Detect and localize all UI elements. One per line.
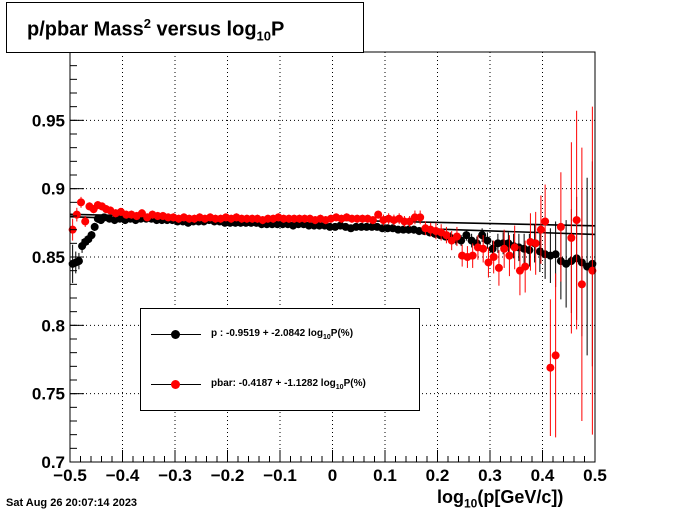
- title-mid: versus log: [150, 18, 257, 41]
- x-axis-title: log10(p[GeV/c]): [437, 487, 564, 511]
- data-point-p: [488, 244, 497, 253]
- x-tick-label: 0.3: [478, 466, 502, 485]
- data-point-pbar: [521, 262, 530, 271]
- x-tick-label: −0.3: [158, 466, 192, 485]
- data-point-pbar: [541, 217, 550, 226]
- data-point-pbar: [556, 222, 565, 231]
- x-tick-label: 0.5: [583, 466, 607, 485]
- data-point-pbar: [468, 251, 477, 260]
- data-point-pbar: [505, 251, 514, 260]
- data-point-p: [74, 257, 83, 266]
- x-tick-label: 0.4: [531, 466, 555, 485]
- legend-marker-p: [171, 330, 180, 339]
- timestamp: Sat Aug 26 20:07:14 2023: [6, 497, 138, 509]
- x-tick-label: 0.2: [426, 466, 450, 485]
- title-end: P: [271, 18, 285, 41]
- data-point-pbar: [536, 225, 545, 234]
- legend-marker-pbar: [171, 380, 180, 389]
- data-point-p: [525, 246, 534, 255]
- data-point-pbar: [479, 244, 488, 253]
- title-main: p/pbar Mass: [27, 18, 144, 41]
- data-point-pbar: [368, 216, 377, 225]
- legend-label-pbar: pbar: -0.4187 + -1.1282 log10P(%): [211, 378, 366, 391]
- legend-label-p: p : -0.9519 + -2.0842 log10P(%): [211, 328, 354, 341]
- y-tick-label: 0.7: [41, 453, 65, 472]
- data-point-p: [478, 231, 487, 240]
- data-point-pbar: [546, 363, 555, 372]
- data-point-pbar: [484, 258, 493, 267]
- y-tick-label: 0.95: [32, 111, 65, 130]
- data-point-pbar: [531, 239, 540, 248]
- data-point-p: [551, 250, 560, 259]
- data-point-p: [462, 231, 471, 240]
- data-point-pbar: [588, 266, 597, 275]
- chart-title: p/pbar Mass2 versus log10P: [27, 16, 284, 44]
- x-tick-label: −0.5: [53, 466, 87, 485]
- chart-title-box: p/pbar Mass2 versus log10P: [6, 2, 364, 53]
- legend-entry-p: p : -0.9519 + -2.0842 log10P(%): [141, 325, 419, 345]
- x-tick-label: 0: [328, 466, 337, 485]
- y-tick-label: 0.9: [41, 180, 65, 199]
- data-point-p: [87, 231, 96, 240]
- title-sup: 2: [143, 16, 151, 31]
- data-point-pbar: [572, 216, 581, 225]
- data-point-pbar: [510, 243, 519, 252]
- y-tick-label: 0.8: [41, 316, 65, 335]
- data-points: [68, 106, 597, 438]
- tick-labels: −0.5 −0.4 −0.3 −0.2 −0.1 0 0.1 0.2 0.3 0.4 0.5 0.7 0…: [32, 111, 607, 485]
- data-point-pbar: [416, 213, 425, 222]
- data-point-pbar: [489, 253, 498, 261]
- data-point-pbar: [551, 351, 560, 360]
- data-point-pbar: [442, 231, 451, 240]
- data-point-pbar: [577, 280, 586, 289]
- grid-lines: [69, 52, 596, 463]
- data-point-pbar: [77, 198, 86, 207]
- data-point-p: [483, 236, 492, 245]
- x-tick-label: −0.4: [106, 466, 140, 485]
- x-tick-label: −0.1: [263, 466, 297, 485]
- axis-ticks: [69, 51, 596, 463]
- data-point-pbar: [72, 210, 81, 219]
- legend: p : -0.9519 + -2.0842 log10P(%) pbar: -0…: [140, 308, 420, 411]
- data-point-pbar: [567, 233, 576, 242]
- legend-entry-pbar: pbar: -0.4187 + -1.1282 log10P(%): [141, 375, 419, 395]
- x-tick-label: 0.1: [373, 466, 397, 485]
- data-point-pbar: [374, 210, 383, 219]
- data-point-pbar: [500, 244, 509, 253]
- y-tick-label: 0.75: [32, 385, 65, 404]
- data-point-pbar: [81, 217, 90, 226]
- y-tick-label: 0.85: [32, 248, 65, 267]
- data-point-p: [90, 222, 99, 231]
- title-sub: 10: [256, 28, 272, 44]
- x-tick-label: −0.2: [211, 466, 245, 485]
- data-point-pbar: [494, 263, 503, 272]
- data-point-pbar: [452, 232, 461, 241]
